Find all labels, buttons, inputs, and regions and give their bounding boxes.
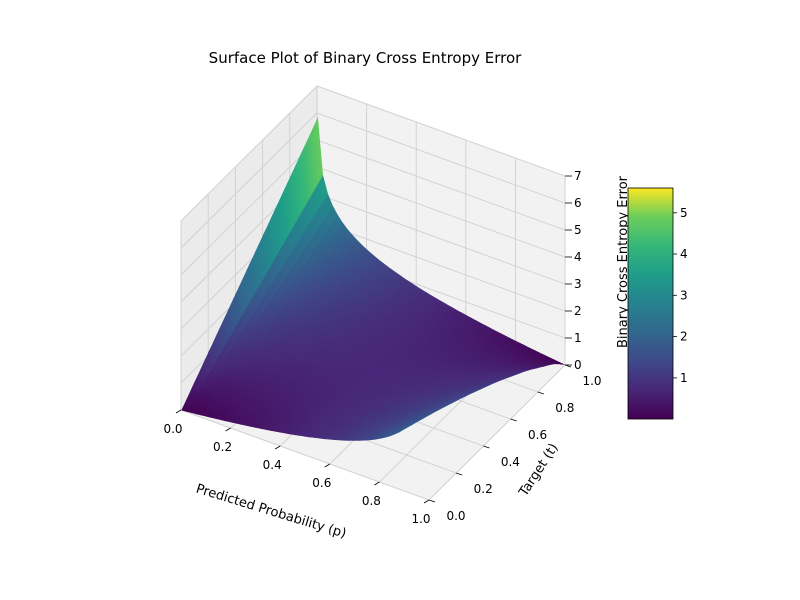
x-tick — [274, 445, 281, 450]
x-tick-label: 0.2 — [213, 440, 232, 454]
colorbar-gradient — [627, 187, 674, 420]
surface — [181, 117, 565, 441]
surface-patch — [314, 117, 324, 181]
chart-title: Surface Plot of Binary Cross Entropy Err… — [209, 49, 522, 67]
y-tick-label: 0.4 — [501, 455, 520, 469]
colorbar-tick-label: 5 — [680, 206, 688, 220]
x-tick-label: 0.6 — [312, 476, 331, 490]
grid-line-z — [180, 85, 566, 222]
y-tick — [456, 472, 463, 476]
x-tick-label: 0.8 — [362, 494, 381, 508]
y-tick — [537, 391, 544, 395]
colorbar: 1 2 3 4 5 — [627, 187, 688, 420]
x-tick — [374, 481, 380, 486]
x-tick-label: 0.0 — [163, 422, 182, 436]
x-tick — [225, 427, 231, 432]
axes-ticks: 0.00.20.40.60.81.0 0.00.20.40.60.81.00123… — [163, 169, 601, 526]
y-tick — [428, 499, 436, 503]
colorbar-tick-label: 2 — [680, 330, 688, 344]
z-tick-label: 0 — [574, 358, 582, 372]
colorbar-tick-label: 1 — [680, 371, 688, 385]
colorbar-tick-label: 4 — [680, 247, 688, 261]
x-tick — [423, 499, 430, 504]
z-tick-label: 5 — [574, 223, 582, 237]
z-tick-label: 6 — [574, 196, 582, 210]
y-tick-label: 0.0 — [446, 509, 465, 523]
y-tick-label: 0.8 — [555, 401, 574, 415]
z-tick-label: 3 — [574, 277, 582, 291]
y-tick — [483, 445, 490, 449]
x-tick-label: 1.0 — [411, 512, 430, 526]
z-tick-label: 1 — [574, 331, 582, 345]
z-tick-label: 2 — [574, 304, 582, 318]
y-tick-label: 0.2 — [474, 482, 493, 496]
colorbar-tick-label: 3 — [680, 288, 688, 302]
y-tick-label: 0.6 — [528, 428, 547, 442]
z-tick-label: 4 — [574, 250, 582, 264]
grid-line-z — [180, 112, 566, 249]
y-tick — [510, 418, 517, 422]
x-tick — [324, 463, 331, 468]
x-tick — [175, 409, 182, 414]
z-tick-label: 7 — [574, 169, 582, 183]
x-tick-label: 0.4 — [263, 458, 282, 472]
z-axis-label: Binary Cross Entropy Error — [616, 175, 631, 348]
y-tick-label: 1.0 — [582, 374, 601, 388]
